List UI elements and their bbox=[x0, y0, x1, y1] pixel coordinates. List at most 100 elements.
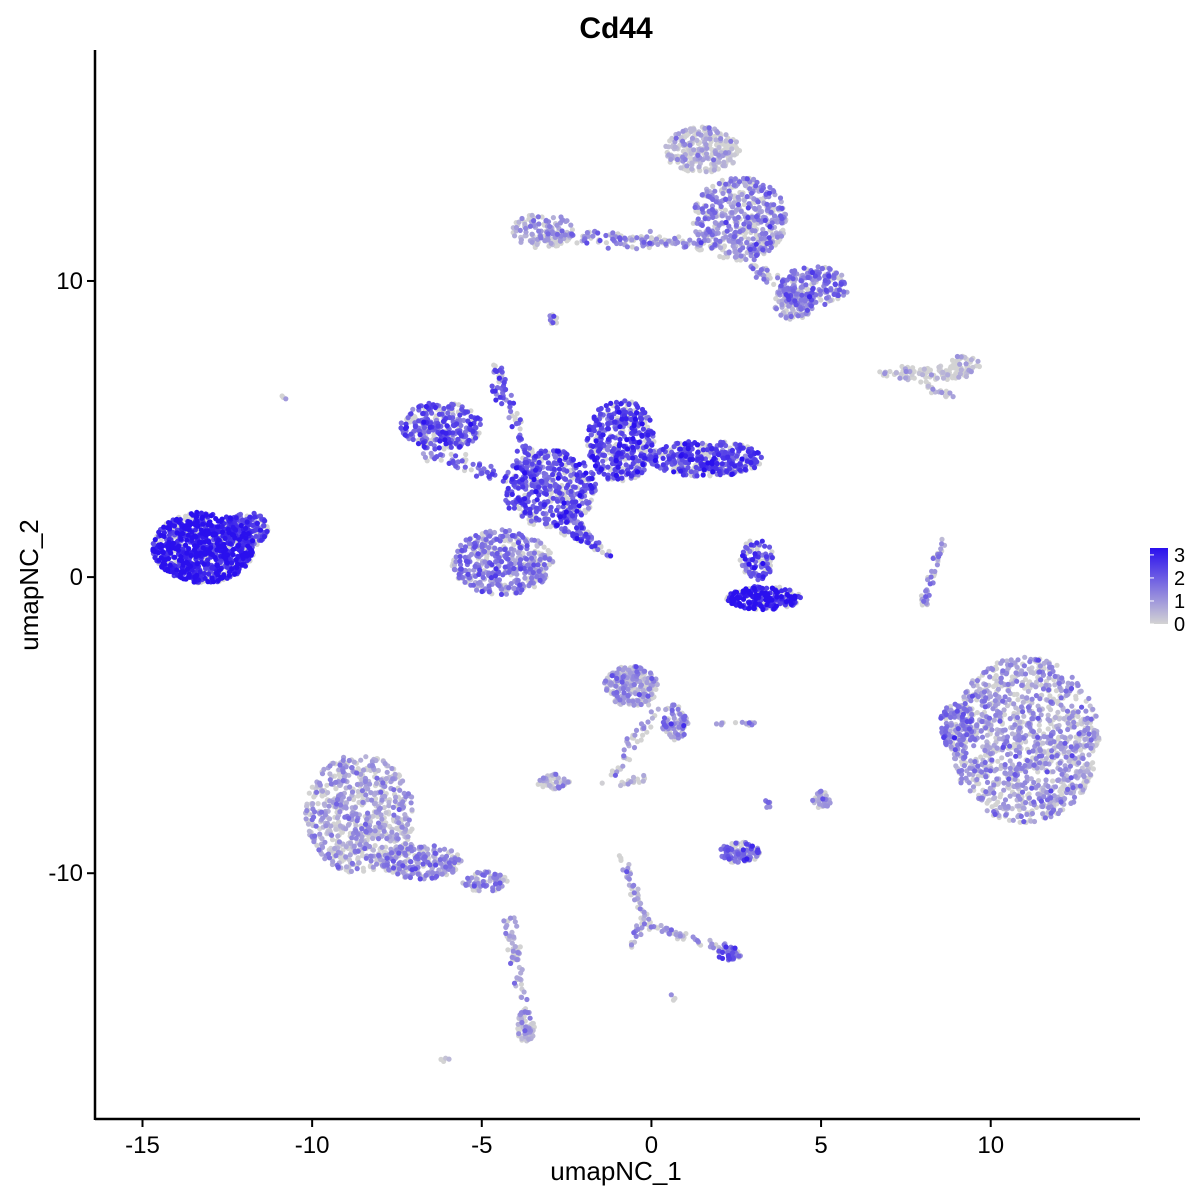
data-point bbox=[984, 742, 990, 748]
data-point bbox=[925, 383, 931, 389]
data-point bbox=[618, 782, 624, 789]
data-point bbox=[530, 1020, 536, 1026]
data-point bbox=[970, 784, 977, 790]
data-point bbox=[363, 792, 369, 798]
data-point bbox=[719, 720, 725, 726]
data-point bbox=[1077, 747, 1084, 753]
data-point bbox=[511, 542, 517, 548]
data-point bbox=[887, 368, 893, 375]
data-point bbox=[368, 790, 374, 796]
data-point bbox=[550, 215, 557, 221]
data-point bbox=[1050, 769, 1056, 775]
data-point bbox=[992, 692, 999, 698]
data-point bbox=[1018, 704, 1025, 710]
data-point bbox=[783, 315, 789, 321]
data-point bbox=[1007, 793, 1013, 799]
data-point bbox=[383, 810, 389, 816]
data-point bbox=[529, 239, 535, 245]
data-point bbox=[366, 843, 373, 850]
data-point bbox=[1001, 780, 1007, 786]
data-point bbox=[397, 787, 403, 793]
data-point bbox=[396, 820, 402, 826]
data-point bbox=[1058, 786, 1064, 792]
data-point bbox=[1054, 662, 1060, 668]
data-point bbox=[750, 236, 756, 242]
data-point bbox=[672, 144, 678, 150]
data-point bbox=[714, 129, 721, 136]
data-point bbox=[1035, 778, 1042, 784]
data-point bbox=[1058, 791, 1065, 798]
data-point bbox=[798, 284, 804, 290]
data-point bbox=[634, 246, 640, 252]
data-point bbox=[1052, 714, 1058, 721]
data-point bbox=[729, 210, 735, 216]
data-point bbox=[1010, 817, 1016, 823]
data-point bbox=[392, 798, 398, 805]
data-point bbox=[690, 220, 696, 226]
data-point bbox=[1037, 663, 1043, 669]
data-point bbox=[984, 779, 991, 786]
data-point bbox=[720, 190, 726, 196]
data-point bbox=[969, 680, 975, 686]
data-point bbox=[321, 801, 327, 807]
data-point bbox=[707, 473, 713, 479]
data-point bbox=[1021, 805, 1027, 811]
data-point bbox=[632, 732, 638, 738]
data-point bbox=[989, 727, 995, 733]
data-point bbox=[1050, 778, 1056, 784]
data-point bbox=[994, 731, 1000, 737]
data-point bbox=[771, 281, 777, 287]
data-point bbox=[994, 745, 1000, 751]
data-point bbox=[990, 666, 996, 673]
data-point bbox=[476, 888, 482, 894]
data-point bbox=[317, 831, 323, 837]
data-point bbox=[743, 256, 749, 263]
data-point bbox=[994, 776, 1000, 782]
data-point bbox=[737, 557, 743, 563]
data-point bbox=[928, 372, 935, 378]
data-point bbox=[1043, 760, 1049, 767]
data-point bbox=[954, 353, 961, 360]
data-point bbox=[437, 847, 443, 853]
data-point bbox=[511, 233, 518, 239]
data-point bbox=[1063, 766, 1069, 772]
data-point bbox=[991, 795, 997, 802]
data-point bbox=[1055, 777, 1061, 784]
data-point bbox=[311, 794, 317, 800]
data-point bbox=[1043, 756, 1049, 762]
data-point bbox=[1016, 803, 1022, 809]
data-point bbox=[468, 467, 474, 473]
data-point bbox=[522, 575, 528, 581]
data-point bbox=[758, 236, 764, 242]
data-point bbox=[703, 169, 709, 175]
data-point bbox=[716, 144, 722, 151]
data-point bbox=[945, 372, 951, 378]
data-point bbox=[939, 541, 945, 547]
data-point bbox=[691, 147, 697, 153]
data-point bbox=[1090, 706, 1096, 712]
data-point bbox=[961, 694, 967, 700]
data-point bbox=[616, 853, 623, 859]
data-point bbox=[604, 687, 610, 693]
data-point bbox=[629, 237, 635, 243]
data-point bbox=[1053, 688, 1059, 694]
data-point bbox=[519, 994, 525, 1001]
data-point bbox=[695, 232, 702, 238]
data-point bbox=[663, 706, 669, 713]
data-point bbox=[381, 828, 387, 834]
data-point bbox=[621, 747, 627, 753]
data-point bbox=[919, 372, 926, 378]
data-point bbox=[689, 166, 695, 172]
data-point bbox=[370, 847, 376, 853]
data-point bbox=[1020, 699, 1026, 705]
data-point bbox=[379, 844, 385, 851]
data-point bbox=[369, 797, 375, 803]
data-point bbox=[1035, 769, 1041, 775]
data-point bbox=[357, 842, 363, 848]
data-point bbox=[704, 155, 710, 161]
data-point bbox=[1014, 782, 1020, 788]
data-point bbox=[319, 771, 326, 777]
data-point bbox=[518, 237, 525, 243]
data-point bbox=[372, 843, 378, 849]
data-point bbox=[1013, 670, 1019, 676]
